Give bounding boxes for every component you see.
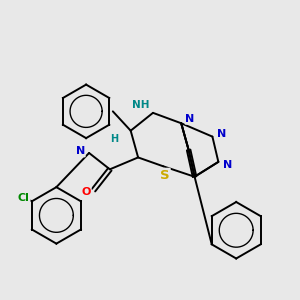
Text: N: N: [185, 114, 195, 124]
Text: O: O: [81, 187, 91, 196]
Text: H: H: [110, 134, 118, 144]
Text: S: S: [160, 169, 170, 182]
Text: N: N: [76, 146, 85, 157]
Text: N: N: [223, 160, 232, 170]
Text: NH: NH: [132, 100, 150, 110]
Text: N: N: [217, 129, 226, 139]
Text: Cl: Cl: [18, 193, 30, 202]
